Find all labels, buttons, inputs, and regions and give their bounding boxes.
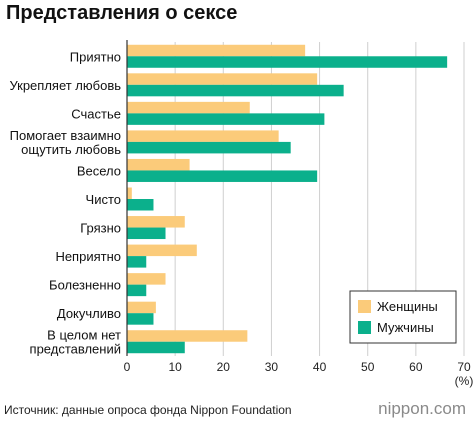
bar: [127, 313, 154, 325]
bar: [127, 273, 166, 285]
category-label: Неприятно: [55, 249, 121, 264]
x-tick-label: 30: [265, 360, 279, 374]
bar: [127, 199, 154, 211]
category-label: Чисто: [86, 192, 121, 207]
x-unit-label: (%): [455, 374, 474, 388]
bar: [127, 341, 185, 354]
x-tick-label: 40: [313, 360, 327, 374]
brand-logo: nippon.com: [378, 399, 466, 418]
x-tick-label: 50: [361, 360, 375, 374]
bar: [127, 56, 448, 68]
bar: [127, 216, 185, 228]
legend-swatch: [358, 321, 371, 334]
bar: [127, 158, 190, 171]
legend-box: [349, 290, 457, 344]
bar: [127, 227, 166, 240]
x-tick-label: 20: [217, 360, 231, 374]
bar: [127, 330, 248, 342]
bar: [127, 113, 325, 125]
legend-label: Женщины: [377, 299, 438, 314]
category-label: Весело: [77, 163, 121, 178]
bar: [127, 244, 197, 257]
bar: [127, 44, 306, 57]
legend-label: Мужчины: [377, 320, 434, 335]
bar-chart: Приятно Укрепляет любовь Счастье Помогает в…: [9, 40, 474, 388]
chart-title: Представления о сексе: [6, 2, 238, 24]
bar: [127, 73, 318, 85]
bar: [127, 141, 291, 154]
x-tick-label: 60: [409, 360, 423, 374]
bar: [127, 187, 132, 199]
source-note: Источник: данные опроса фонда Nippon Fou…: [4, 403, 292, 417]
category-label: Помогает взаимно: [10, 128, 121, 143]
bar: [127, 130, 279, 142]
legend-swatch: [358, 300, 371, 313]
category-label: В целом нет: [47, 328, 121, 343]
bar: [127, 101, 250, 114]
category-label: представлений: [30, 342, 121, 357]
x-tick-label: 70: [457, 360, 471, 374]
category-label: Укрепляет любовь: [9, 78, 121, 93]
category-label: Счастье: [71, 106, 121, 121]
x-tick-label: 0: [124, 360, 131, 374]
bar: [127, 84, 344, 97]
bar: [127, 301, 156, 314]
category-label: Болезненно: [49, 278, 121, 293]
bar: [127, 284, 147, 297]
category-label: Приятно: [70, 49, 121, 64]
category-label: Грязно: [80, 221, 121, 236]
bar: [127, 256, 147, 268]
bar: [127, 170, 318, 182]
category-label: Докучливо: [57, 306, 121, 321]
x-tick-label: 10: [168, 360, 182, 374]
category-label: ощутить любовь: [21, 142, 121, 157]
